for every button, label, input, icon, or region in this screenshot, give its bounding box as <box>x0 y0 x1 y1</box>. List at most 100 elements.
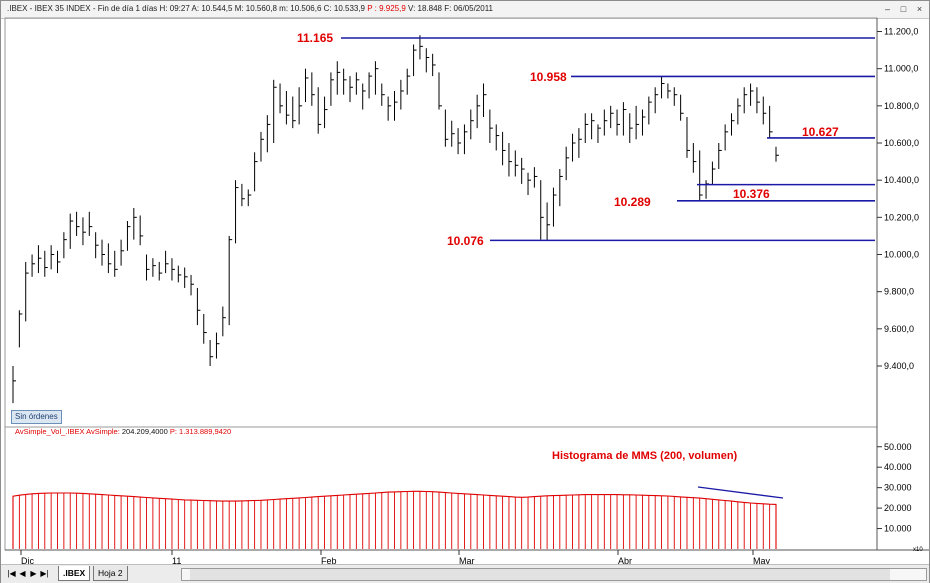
ohlc-bar <box>394 90 398 121</box>
minimize-button[interactable]: – <box>884 4 890 14</box>
ohlc-bar <box>629 113 633 144</box>
last-sheet-button[interactable]: ▶| <box>40 569 49 578</box>
price-level-label: 10.076 <box>447 234 484 248</box>
ohlc-bar <box>374 61 379 95</box>
ohlc-bar <box>285 90 290 125</box>
price-level-label: 11.165 <box>297 31 333 45</box>
ohlc-bar <box>203 313 207 344</box>
ohlc-bar <box>209 339 214 366</box>
ohlc-bar <box>603 109 608 136</box>
volume-axis-label: 50.000 <box>884 442 912 452</box>
ohlc-bar <box>756 87 760 114</box>
ohlc-bar <box>292 96 296 129</box>
ohlc-bar <box>12 365 16 404</box>
ticker-symbol: .IBEX <box>7 4 28 13</box>
ohlc-bar <box>349 76 353 103</box>
ohlc-bar <box>82 217 86 246</box>
ohlc-bar <box>533 167 538 188</box>
ohlc-bar <box>692 143 697 173</box>
close-button[interactable]: × <box>916 4 923 14</box>
ohlc-bar <box>184 267 188 288</box>
ohlc-bar <box>578 128 582 158</box>
ohlc-bar <box>762 96 767 125</box>
ohlc-bar <box>50 245 55 270</box>
ohlc-bar <box>273 79 277 144</box>
prev-sheet-button[interactable]: ◀ <box>19 569 26 578</box>
ohlc-bar <box>266 115 271 153</box>
ohlc-bar <box>457 128 462 155</box>
ohlc-bar <box>235 180 239 244</box>
ohlc-bar <box>37 245 42 274</box>
price-axis-label: 11.200,0 <box>884 27 918 37</box>
price-axis-label: 10.600,0 <box>884 138 919 148</box>
x-axis-label: May <box>753 556 771 564</box>
indicator-name: AvSimple_Vol_.IBEX AvSimple: <box>15 427 120 436</box>
volume-trend-line <box>697 486 784 499</box>
volume-axis-label: 40.000 <box>884 462 912 472</box>
next-sheet-button[interactable]: ▶ <box>30 569 37 578</box>
volume-panel-frame <box>4 426 878 551</box>
ohlc-bar <box>495 124 500 151</box>
price-axis-label: 10.400,0 <box>884 175 919 185</box>
ohlc-bar <box>711 161 716 185</box>
ohlc-bar <box>304 68 309 103</box>
ohlc-bar <box>139 215 144 246</box>
ohlc-bar <box>171 258 175 281</box>
ohlc-bar <box>572 133 576 162</box>
ohlc-bar <box>311 72 315 106</box>
ohlc-bar <box>260 131 264 162</box>
ohlc-bar <box>438 72 443 110</box>
scrollbar-thumb[interactable] <box>190 569 890 580</box>
ohlc-bar <box>591 113 595 140</box>
ohlc-bar <box>406 68 411 95</box>
ohlc-bar <box>502 131 506 166</box>
ohlc-bar <box>241 183 245 207</box>
indicator-value: 204.209,4000 <box>121 427 168 436</box>
orders-button[interactable]: Sin órdenes <box>11 410 62 424</box>
ohlc-bar <box>76 211 80 236</box>
sheet-tabs-bar: |◀ ◀ ▶ ▶| .IBEX Hoja 2 <box>1 564 929 583</box>
ohlc-bar <box>324 96 328 129</box>
first-sheet-button[interactable]: |◀ <box>7 569 16 578</box>
restore-button[interactable]: □ <box>900 4 907 14</box>
quote-info: .IBEX - IBEX 35 INDEX - Fin de día 1 día… <box>7 4 493 13</box>
ohlc-bar <box>158 261 163 281</box>
ohlc-bar <box>107 243 112 274</box>
ohlc-bar <box>597 124 601 144</box>
ohlc-bar <box>463 124 468 155</box>
ohlc-bar <box>222 306 226 337</box>
x-axis-label: Dic <box>21 556 34 564</box>
ohlc-bar <box>362 83 366 110</box>
ohlc-bar <box>559 169 563 207</box>
x-axis-label: 11 <box>172 556 181 564</box>
ohlc-bar <box>616 109 621 136</box>
price-level-label: 10.289 <box>614 195 651 209</box>
ohlc-bar <box>546 202 551 241</box>
ohlc-bar <box>336 61 341 95</box>
ohlc-bar <box>673 87 678 106</box>
ohlc-bar <box>552 187 557 227</box>
price-axis-label: 9.400,0 <box>884 361 914 371</box>
price-volume-chart: 11.200,0 11.000,0 10.800,0 10.600,0 10.400,0… <box>4 17 929 564</box>
volume-axis-label: 20.000 <box>884 503 912 513</box>
ohlc-bar <box>247 189 252 207</box>
ohlc-bar <box>133 208 137 240</box>
ohlc-bar <box>228 235 233 326</box>
ohlc-bar <box>18 310 23 348</box>
tab-hoja-2[interactable]: Hoja 2 <box>93 566 128 581</box>
horizontal-scrollbar[interactable] <box>181 568 927 581</box>
ohlc-bar <box>190 274 195 296</box>
ohlc-bar <box>444 109 449 147</box>
ohlc-bar <box>750 83 754 106</box>
ohlc-bar <box>419 35 423 60</box>
price-axis-label: 10.000,0 <box>884 250 919 260</box>
price-axis-label: 10.800,0 <box>884 101 919 111</box>
ohlc-bar <box>470 109 474 140</box>
volume-date: V: 18.848 F: 06/05/2011 <box>408 4 493 13</box>
tab-ibex[interactable]: .IBEX <box>58 566 91 581</box>
ohlc-bar <box>737 98 741 125</box>
volume-axis-label: 10.000 <box>884 524 912 534</box>
ohlc-bar <box>88 211 93 236</box>
ohlc-bar <box>215 332 220 359</box>
